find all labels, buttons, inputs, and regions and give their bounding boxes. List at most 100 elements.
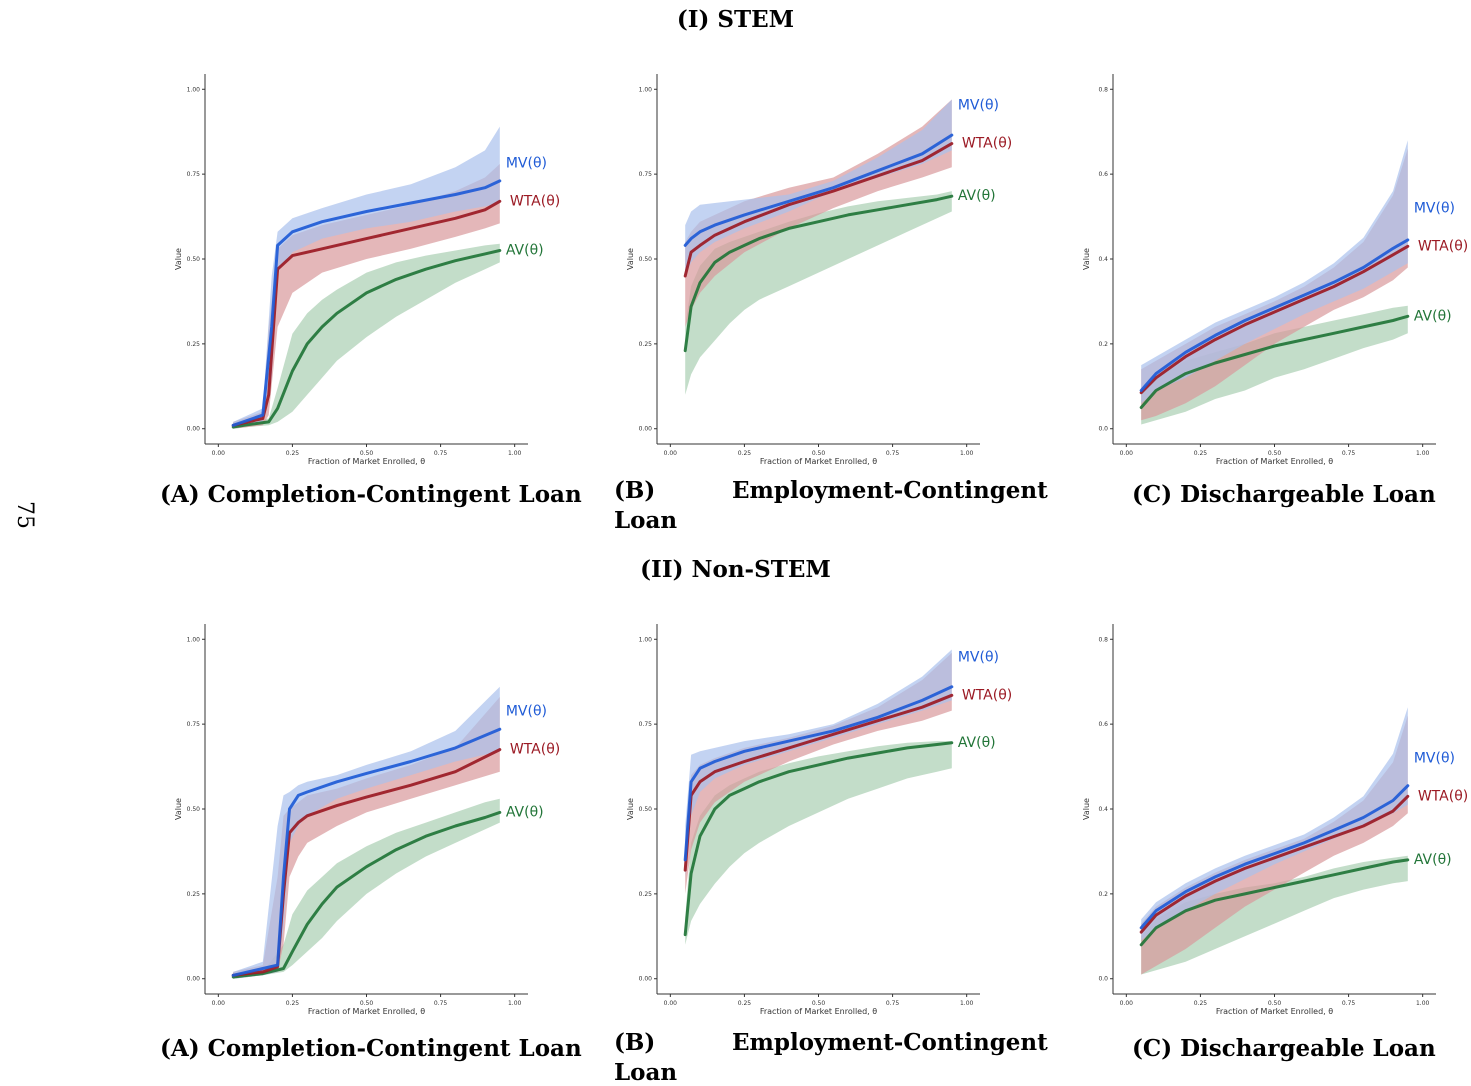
band-av [233, 798, 500, 979]
caption-stem-b-wrap: Loan [614, 507, 678, 534]
series-label-mv: MV(θ) [958, 98, 999, 114]
x-tick-label: 0.50 [812, 1000, 826, 1007]
y-axis-label: Value [174, 248, 183, 270]
x-tick-label: 0.75 [434, 1000, 448, 1007]
band-mv [233, 686, 500, 979]
caption-stem-b-text: Employment-Contingent [732, 477, 1048, 504]
y-tick-label: 0.25 [639, 341, 653, 348]
line-mv [683, 133, 954, 247]
x-tick-label: 0.75 [434, 450, 448, 457]
series-label-wta: WTA(θ) [1418, 238, 1468, 254]
series-label-av: AV(θ) [1414, 308, 1452, 324]
line-wta [231, 748, 502, 977]
caption-nonstem-a: (A) Completion-Contingent Loan [160, 1035, 582, 1062]
y-tick-label: 0.0 [1098, 426, 1108, 433]
x-tick-label: 0.25 [1194, 1000, 1208, 1007]
band-av [1141, 855, 1408, 975]
x-axis-label: Fraction of Market Enrolled, θ [760, 457, 877, 466]
line-av [683, 741, 954, 937]
caption-nonstem-b-label: (B) [614, 1029, 656, 1056]
series-label-wta: WTA(θ) [1418, 788, 1468, 804]
band-mv [685, 649, 952, 877]
x-tick-label: 1.00 [1416, 450, 1430, 457]
y-tick-label: 1.00 [187, 636, 201, 643]
line-mv [683, 685, 954, 862]
line-mv [1139, 238, 1410, 392]
line-mv [1139, 784, 1410, 930]
series-label-mv: MV(θ) [506, 704, 547, 720]
x-axis-label: Fraction of Market Enrolled, θ [1216, 457, 1333, 466]
y-tick-label: 1.00 [187, 86, 201, 93]
line-wta [1139, 794, 1410, 934]
band-mv [685, 99, 952, 276]
y-tick-label: 0.00 [639, 426, 653, 433]
chart-nonstem-dischargeable: 0.00 0.25 0.50 0.75 1.00 0.0 0.2 0.4 0.6 0.8 Fract… [1082, 624, 1468, 1016]
x-tick-label: 0.50 [360, 450, 374, 457]
chart-stem-completion-contingent: 0.00 0.25 0.50 0.75 1.00 0.00 0.25 0.50 0.75 1.00… [174, 74, 560, 466]
y-axis-label: Value [626, 248, 635, 270]
line-wta [1139, 244, 1410, 395]
series-label-av: AV(θ) [958, 735, 996, 751]
series-label-av: AV(θ) [958, 188, 996, 204]
y-tick-label: 1.00 [639, 86, 653, 93]
chart-stem-employment-contingent: 0.00 0.25 0.50 0.75 1.00 0.00 0.25 0.50 0.75 1.00… [626, 74, 1012, 466]
series-label-wta: WTA(θ) [962, 687, 1012, 703]
series-label-mv: MV(θ) [506, 155, 547, 171]
caption-nonstem-c: (C) Dischargeable Loan [1132, 1035, 1436, 1062]
section-title-stem: (I) STEM [676, 6, 795, 33]
y-tick-label: 0.50 [187, 256, 201, 263]
line-av [231, 249, 502, 429]
series-label-wta: WTA(θ) [962, 136, 1012, 152]
y-tick-label: 0.50 [639, 806, 653, 813]
band-wta [233, 164, 500, 429]
series-label-mv: MV(θ) [958, 649, 999, 665]
x-tick-label: 0.50 [1268, 450, 1282, 457]
x-tick-label: 0.50 [812, 450, 826, 457]
y-tick-label: 0.75 [639, 171, 653, 178]
x-tick-label: 0.25 [286, 450, 300, 457]
x-axis-label: Fraction of Market Enrolled, θ [1216, 1007, 1333, 1016]
y-tick-label: 0.00 [187, 426, 201, 433]
band-mv [233, 126, 500, 429]
x-tick-label: 0.00 [212, 450, 226, 457]
line-wta [683, 693, 954, 872]
x-tick-label: 0.25 [738, 450, 752, 457]
line-av [683, 194, 954, 353]
x-tick-label: 0.75 [886, 1000, 900, 1007]
y-tick-label: 0.8 [1098, 86, 1108, 93]
y-axis-label: Value [1082, 798, 1091, 820]
line-wta [231, 199, 502, 427]
y-tick-label: 0.4 [1098, 806, 1108, 813]
series-label-mv: MV(θ) [1414, 750, 1455, 766]
line-mv [231, 179, 502, 427]
caption-stem-a: (A) Completion-Contingent Loan [160, 481, 582, 508]
y-tick-label: 0.2 [1098, 891, 1108, 898]
x-axis-label: Fraction of Market Enrolled, θ [760, 1007, 877, 1016]
x-tick-label: 0.75 [886, 450, 900, 457]
series-label-av: AV(θ) [1414, 852, 1452, 868]
x-axis-label: Fraction of Market Enrolled, θ [308, 457, 425, 466]
band-mv [1141, 140, 1408, 404]
series-label-av: AV(θ) [506, 243, 544, 259]
x-tick-label: 1.00 [1416, 1000, 1430, 1007]
y-tick-label: 0.75 [187, 721, 201, 728]
x-tick-label: 0.00 [1120, 1000, 1134, 1007]
y-axis-label: Value [174, 798, 183, 820]
x-tick-label: 0.25 [738, 1000, 752, 1007]
y-axis-label: Value [626, 798, 635, 820]
y-tick-label: 0.0 [1098, 976, 1108, 983]
y-tick-label: 0.6 [1098, 171, 1108, 178]
y-tick-label: 0.8 [1098, 636, 1108, 643]
page-number: 75 [12, 501, 37, 529]
x-tick-label: 1.00 [508, 450, 522, 457]
y-tick-label: 0.25 [187, 341, 201, 348]
series-label-av: AV(θ) [506, 804, 544, 820]
line-av [1139, 858, 1410, 947]
line-av [231, 810, 502, 979]
y-tick-label: 0.75 [639, 721, 653, 728]
line-av [1139, 314, 1410, 409]
y-tick-label: 0.6 [1098, 721, 1108, 728]
x-tick-label: 0.50 [1268, 1000, 1282, 1007]
series-label-wta: WTA(θ) [510, 742, 560, 758]
x-tick-label: 0.00 [664, 1000, 678, 1007]
